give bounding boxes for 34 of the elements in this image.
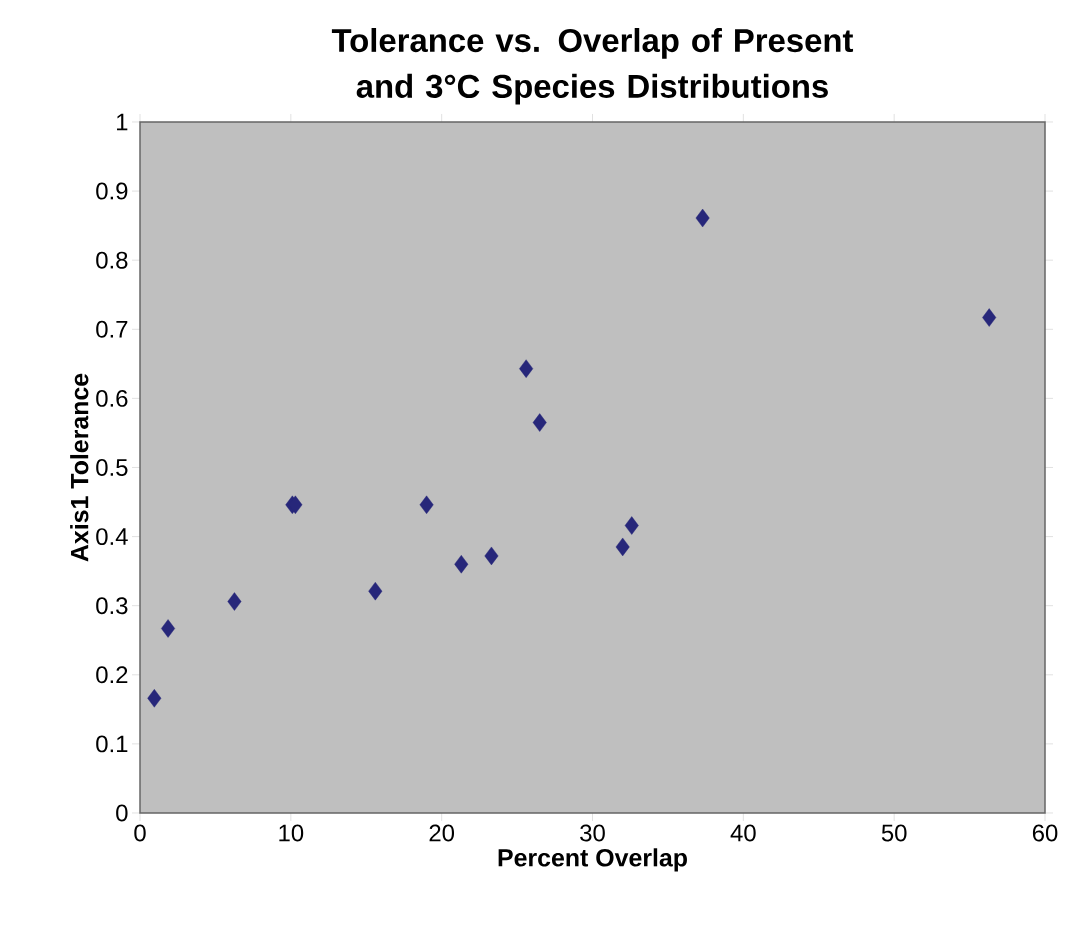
point xyxy=(695,208,710,228)
y-tick-label: 0.5 xyxy=(96,459,128,476)
y-tick-label: 0.6 xyxy=(96,389,128,407)
y-tick-label: 0.4 xyxy=(96,528,128,546)
point xyxy=(419,495,434,514)
x-tick-label: 50 xyxy=(881,824,907,842)
y-tick-label: 0.7 xyxy=(96,320,128,338)
point xyxy=(454,555,469,574)
point xyxy=(368,581,383,601)
y-tick-label: 0.9 xyxy=(96,182,128,200)
point xyxy=(519,359,534,378)
point xyxy=(615,537,630,557)
x-tick-label: 0 xyxy=(134,824,146,842)
point xyxy=(982,308,997,327)
y-tick-label: 0.1 xyxy=(96,735,128,753)
point xyxy=(227,592,242,611)
y-tick-label: 0.3 xyxy=(96,597,128,615)
point xyxy=(161,619,176,638)
point xyxy=(484,546,499,566)
y-tick-label: 0.2 xyxy=(96,666,128,684)
x-tick-label: 40 xyxy=(730,824,756,842)
point xyxy=(532,413,547,432)
y-tick-label: 0.8 xyxy=(96,251,128,269)
x-tick-label: 60 xyxy=(1032,824,1058,842)
y-tick-label: 0 xyxy=(116,804,128,822)
x-tick-label: 10 xyxy=(279,824,304,842)
x-axis-title: Percent Overlap xyxy=(498,848,687,872)
y-tick-label: 1 xyxy=(117,113,128,131)
x-tick-label: 30 xyxy=(580,824,605,842)
x-tick-label: 20 xyxy=(429,824,455,842)
point xyxy=(624,516,639,535)
y-axis-title: Axis1 Tolerance xyxy=(70,373,89,562)
point xyxy=(147,689,162,708)
chart-title: Tolerance vs. Overlap of Present and 3°C Species Distributions xyxy=(331,28,854,105)
